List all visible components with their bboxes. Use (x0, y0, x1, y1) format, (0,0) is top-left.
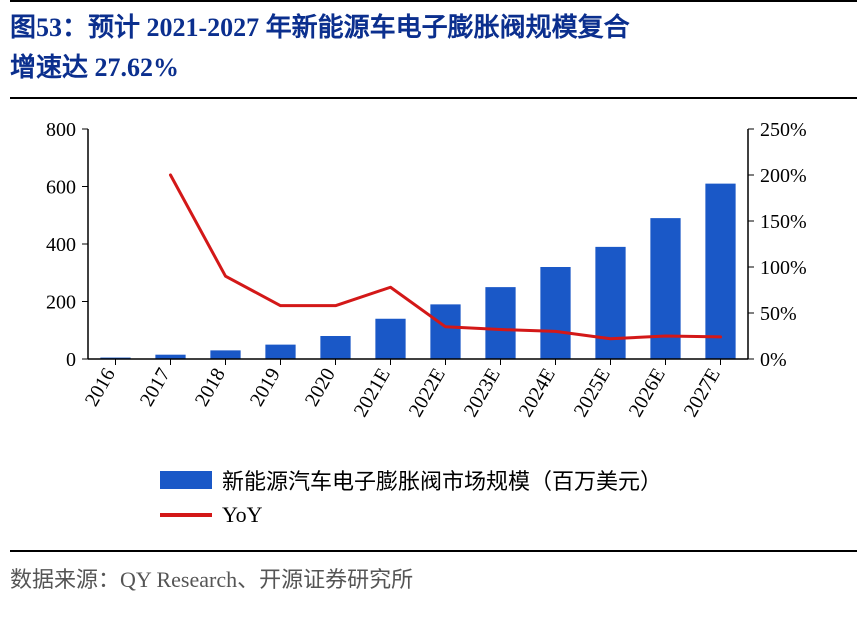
svg-text:200%: 200% (760, 165, 807, 187)
title-line-1: 图53：预计 2021-2027 年新能源车电子膨胀阀规模复合 (10, 8, 857, 48)
mid-rule (10, 97, 857, 99)
title-line-2: 增速达 27.62% (10, 48, 857, 88)
svg-text:2020: 2020 (301, 364, 340, 410)
legend-label-line: YoY (222, 502, 263, 528)
legend-swatch-bar (160, 471, 212, 489)
legend: 新能源汽车电子膨胀阀市场规模（百万美元） YoY (160, 464, 857, 528)
svg-text:150%: 150% (760, 211, 807, 233)
svg-text:2025E: 2025E (570, 364, 615, 420)
svg-text:600: 600 (46, 176, 76, 198)
svg-text:0%: 0% (760, 349, 787, 371)
svg-text:400: 400 (46, 234, 76, 256)
svg-text:0: 0 (66, 349, 76, 371)
figure-title: 图53：预计 2021-2027 年新能源车电子膨胀阀规模复合 增速达 27.6… (10, 2, 857, 97)
combo-chart: 0 200 400 600 800 0% 50% 100% 150% 200% 250% 2016 20… (20, 117, 840, 447)
svg-text:200: 200 (46, 291, 76, 313)
svg-text:2023E: 2023E (460, 364, 505, 420)
legend-swatch-line (160, 513, 212, 517)
svg-text:2018: 2018 (191, 364, 230, 410)
chart-area: 0 200 400 600 800 0% 50% 100% 150% 200% 250% 2016 20… (20, 117, 840, 452)
svg-text:2017: 2017 (136, 364, 175, 410)
source-line: 数据来源：QY Research、开源证券研究所 (10, 552, 857, 594)
legend-label-bar: 新能源汽车电子膨胀阀市场规模（百万美元） (222, 464, 662, 496)
svg-text:2022E: 2022E (405, 364, 450, 420)
svg-text:800: 800 (46, 119, 76, 141)
legend-item-line: YoY (160, 502, 857, 528)
svg-text:2016: 2016 (81, 364, 120, 410)
svg-text:2024E: 2024E (515, 364, 560, 420)
svg-text:2021E: 2021E (350, 364, 395, 420)
svg-text:2026E: 2026E (625, 364, 670, 420)
svg-text:250%: 250% (760, 119, 807, 141)
svg-text:2027E: 2027E (680, 364, 725, 420)
svg-text:50%: 50% (760, 303, 797, 325)
legend-item-bar: 新能源汽车电子膨胀阀市场规模（百万美元） (160, 464, 857, 496)
svg-text:2019: 2019 (246, 364, 285, 410)
svg-text:100%: 100% (760, 257, 807, 279)
